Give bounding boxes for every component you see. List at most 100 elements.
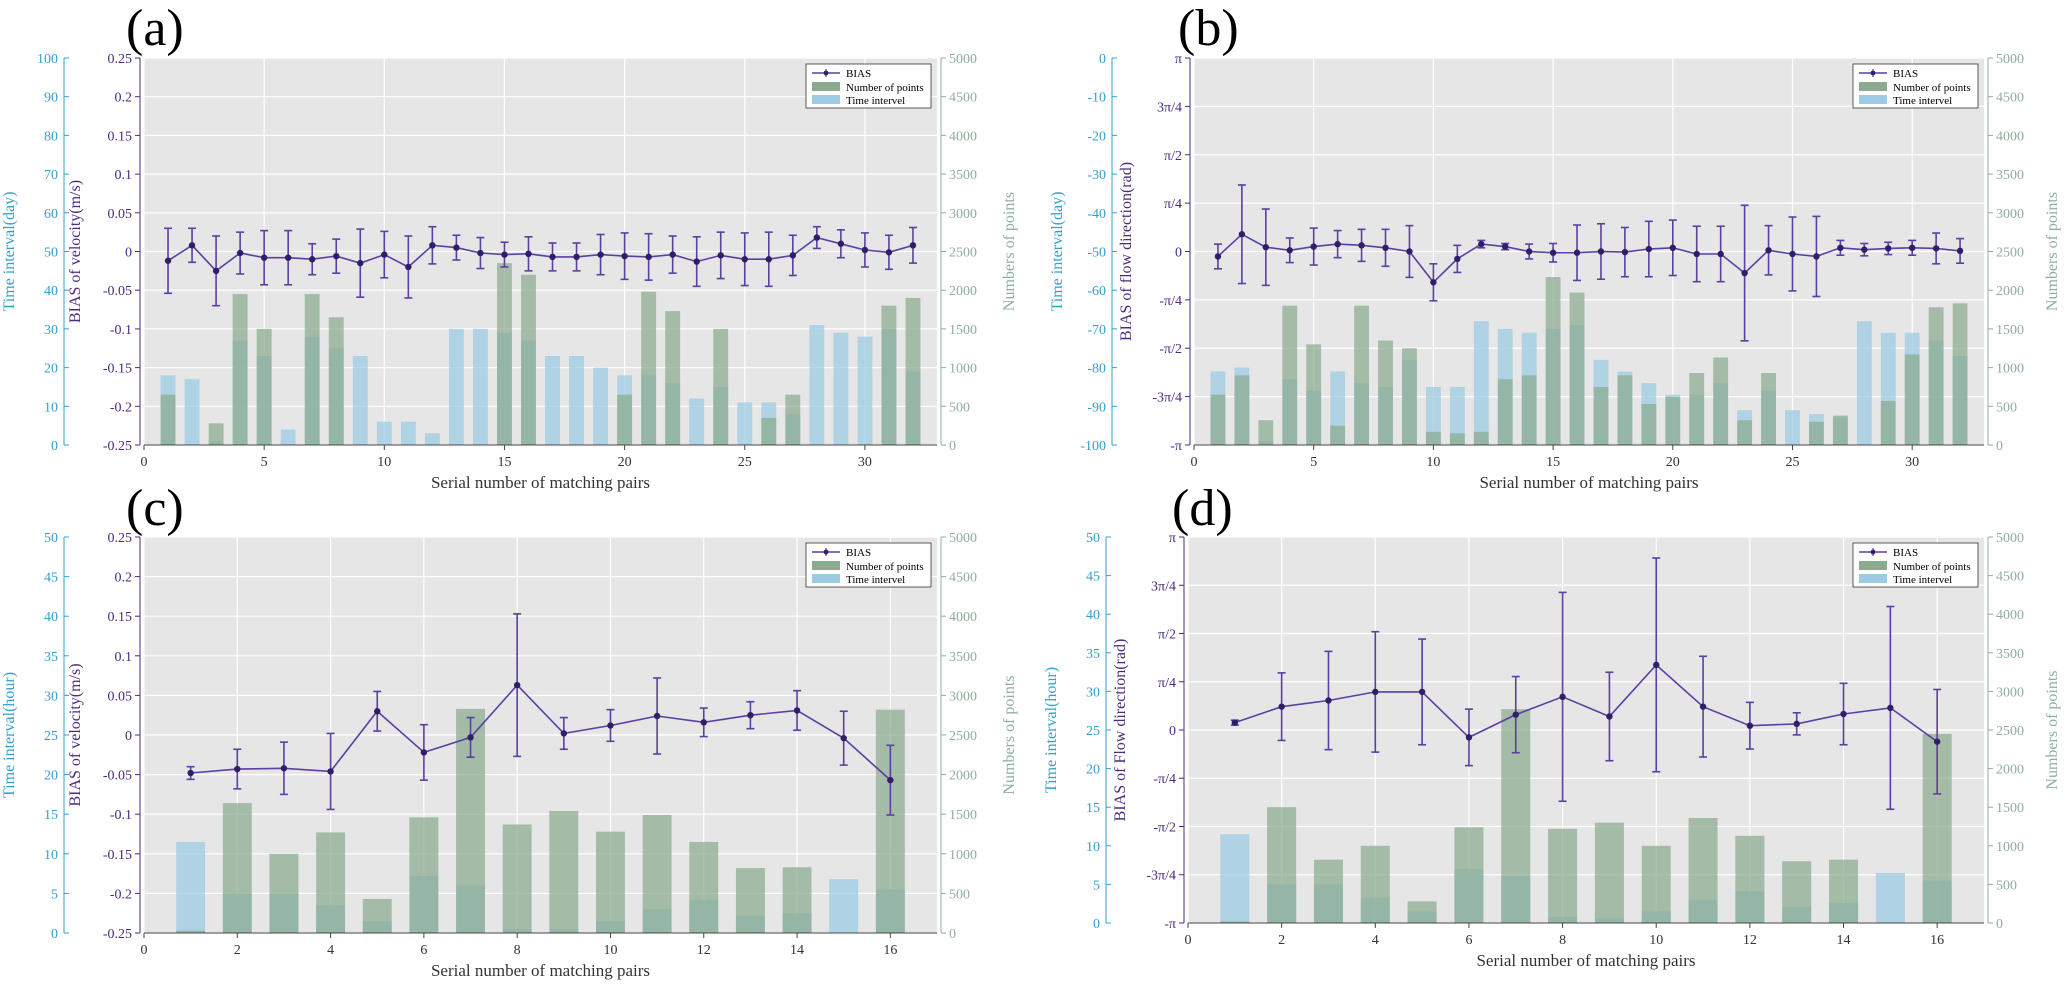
number-of-points-bar [1735, 835, 1765, 923]
y-right-tick-label: 2500 [1996, 246, 2024, 261]
number-of-points-bar [665, 311, 681, 445]
bias-point [1669, 244, 1676, 252]
y-left2-axis-label: Time interval(day) [1049, 192, 1066, 312]
time-interval-bar [376, 421, 392, 445]
bias-point [1549, 249, 1557, 256]
y-right-tick-label: 0 [1996, 917, 2003, 932]
y-left2-tick-label: 45 [1086, 570, 1100, 585]
y-left-axis-label: BIAS of Flow direction(rad) [1112, 639, 1129, 822]
bias-point [1741, 269, 1748, 277]
y-right-tick-label: 4000 [949, 610, 977, 625]
y-right-tick-label: 500 [949, 887, 970, 902]
y-left-axis-label: BIAS of velocity(m/s) [67, 180, 84, 323]
y-right-tick-label: 500 [949, 400, 970, 415]
legend-label-bias: BIAS [846, 547, 871, 559]
y-left2-tick-label: 25 [44, 729, 58, 744]
x-axis-label: Serial number of matching pairs [431, 961, 650, 980]
number-of-points-bar [1407, 901, 1437, 923]
number-of-points-bar [1688, 818, 1718, 923]
number-of-points-bar [881, 305, 897, 445]
number-of-points-bar [1617, 375, 1633, 445]
bias-point [284, 254, 292, 261]
time-interval-bar [400, 421, 416, 445]
number-of-points-bar [1267, 807, 1297, 923]
x-tick-label: 30 [1905, 455, 1919, 470]
bias-point [1358, 242, 1365, 249]
y-right-tick-label: 3500 [1996, 647, 2024, 662]
bias-point [1621, 248, 1629, 256]
legend-bias-marker [1870, 549, 1876, 555]
y-right-tick-label: 4500 [1996, 570, 2024, 585]
bias-point [885, 249, 893, 256]
bias-point [212, 267, 220, 275]
bias-point [525, 250, 532, 258]
number-of-points-bar [256, 328, 272, 445]
legend-time-swatch [1859, 95, 1887, 104]
y-left2-axis-label: Time interval(hour) [1, 672, 18, 798]
x-tick-label: 0 [141, 455, 148, 470]
y-right-tick-label: 0 [949, 439, 956, 454]
x-tick-label: 0 [1185, 933, 1192, 948]
x-tick-label: 5 [261, 455, 268, 470]
y-right-axis-label: Numbers of points [1001, 675, 1018, 794]
y-left2-tick-label: 5 [1093, 878, 1100, 893]
number-of-points-bar [1306, 344, 1322, 445]
number-of-points-bar [1904, 354, 1920, 445]
number-of-points-bar [1952, 303, 1968, 445]
y-left-tick-label: 0 [125, 246, 132, 261]
number-of-points-bar [269, 853, 299, 933]
number-of-points-bar [905, 297, 921, 445]
number-of-points-bar [1282, 305, 1298, 445]
y-left-axis-label: BIAS of flow direction(rad) [1118, 162, 1135, 341]
x-axis-label: Serial number of matching pairs [1479, 473, 1698, 492]
bias-point [260, 254, 268, 261]
bias-point [1793, 720, 1800, 728]
number-of-points-bar [1593, 386, 1609, 445]
legend-label-points: Number of points [1893, 82, 1971, 94]
legend-points-swatch [1859, 82, 1887, 91]
y-right-tick-label: 3500 [949, 168, 977, 183]
y-left2-tick-label: 10 [1086, 840, 1100, 855]
legend-label-points: Number of points [846, 561, 924, 573]
y-right-tick-label: 3000 [949, 207, 977, 222]
y-left-tick-label: 0.2 [115, 91, 133, 106]
bias-point [1693, 250, 1700, 258]
y-left2-tick-label: 50 [44, 246, 58, 261]
y-left2-axis-label: Time interval(day) [1, 192, 18, 312]
bias-point [1334, 240, 1341, 248]
number-of-points-bar [316, 832, 346, 933]
y-right-axis-label: Numbers of points [2044, 192, 2061, 311]
panel-letter: (c) [126, 480, 184, 537]
x-tick-label: 6 [420, 943, 427, 958]
bias-point [1372, 688, 1379, 696]
bias-point [693, 258, 700, 265]
number-of-points-bar [1569, 292, 1585, 445]
legend-label-time: Time intervel [846, 574, 905, 586]
y-left-tick-label: 0 [1175, 246, 1182, 261]
bias-point [747, 712, 754, 719]
bias-point [1454, 255, 1461, 263]
number-of-points-bar [1258, 420, 1274, 445]
bias-point [1214, 253, 1222, 260]
bias-point [1430, 279, 1437, 286]
number-of-points-bar [1545, 277, 1561, 445]
y-left2-tick-label: 0 [1099, 52, 1106, 67]
y-left2-tick-label: 15 [44, 808, 58, 823]
y-right-tick-label: 1500 [949, 323, 977, 338]
number-of-points-bar [1809, 421, 1824, 445]
x-tick-label: 10 [1426, 455, 1440, 470]
y-right-tick-label: 2000 [949, 284, 977, 299]
y-right-tick-label: 1000 [1996, 362, 2024, 377]
y-left2-tick-label: 0 [51, 927, 58, 942]
y-left2-tick-label: -30 [1087, 168, 1106, 183]
y-right-tick-label: 3500 [949, 650, 977, 665]
bias-point [1310, 243, 1317, 250]
time-interval-bar [424, 433, 440, 445]
bias-point [789, 252, 797, 259]
y-right-tick-label: 4500 [949, 571, 977, 586]
y-right-tick-label: 2500 [949, 729, 977, 744]
legend-label-bias: BIAS [1893, 68, 1918, 80]
y-right-tick-label: 5000 [949, 531, 977, 546]
legend-label-points: Number of points [846, 82, 924, 94]
legend-label-time: Time intervel [1893, 574, 1952, 586]
